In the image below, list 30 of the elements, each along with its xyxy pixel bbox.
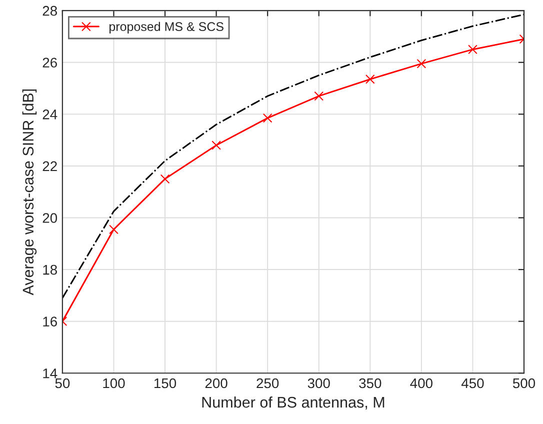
legend-label: proposed MS & SCS <box>110 22 224 34</box>
point <box>416 58 426 68</box>
y-tick-label: 24 <box>42 110 58 120</box>
y-tick-label: 14 <box>43 368 58 378</box>
y-axis-title: Average worst-case SINR [dB] <box>22 89 37 296</box>
x-axis-title: Number of BS antennas, M <box>202 396 384 410</box>
x-tick-label: 250 <box>256 378 279 388</box>
x-tick-label: 350 <box>359 378 382 388</box>
point <box>109 224 118 234</box>
point <box>365 74 375 84</box>
point <box>160 174 170 184</box>
y-tick-label: 26 <box>42 58 57 68</box>
line-series <box>62 14 524 299</box>
x-tick-label: 300 <box>308 378 330 388</box>
y-tick-label: 20 <box>42 213 58 223</box>
point <box>468 44 478 54</box>
y-tick-label: 22 <box>42 161 57 171</box>
y-tick-label: 18 <box>43 264 57 275</box>
x-tick-label: 150 <box>154 378 176 388</box>
point <box>262 113 272 123</box>
point <box>314 91 324 101</box>
x-tick-label: 200 <box>205 378 228 388</box>
x-tick-label: 50 <box>55 378 70 388</box>
y-tick-label: 28 <box>42 6 57 16</box>
x-tick-label: 400 <box>410 378 432 388</box>
point <box>212 140 221 150</box>
x-tick-label: 500 <box>512 378 536 388</box>
x-tick-label: 100 <box>103 378 125 388</box>
y-tick-label: 16 <box>43 316 57 326</box>
x-tick-label: 450 <box>461 378 484 388</box>
